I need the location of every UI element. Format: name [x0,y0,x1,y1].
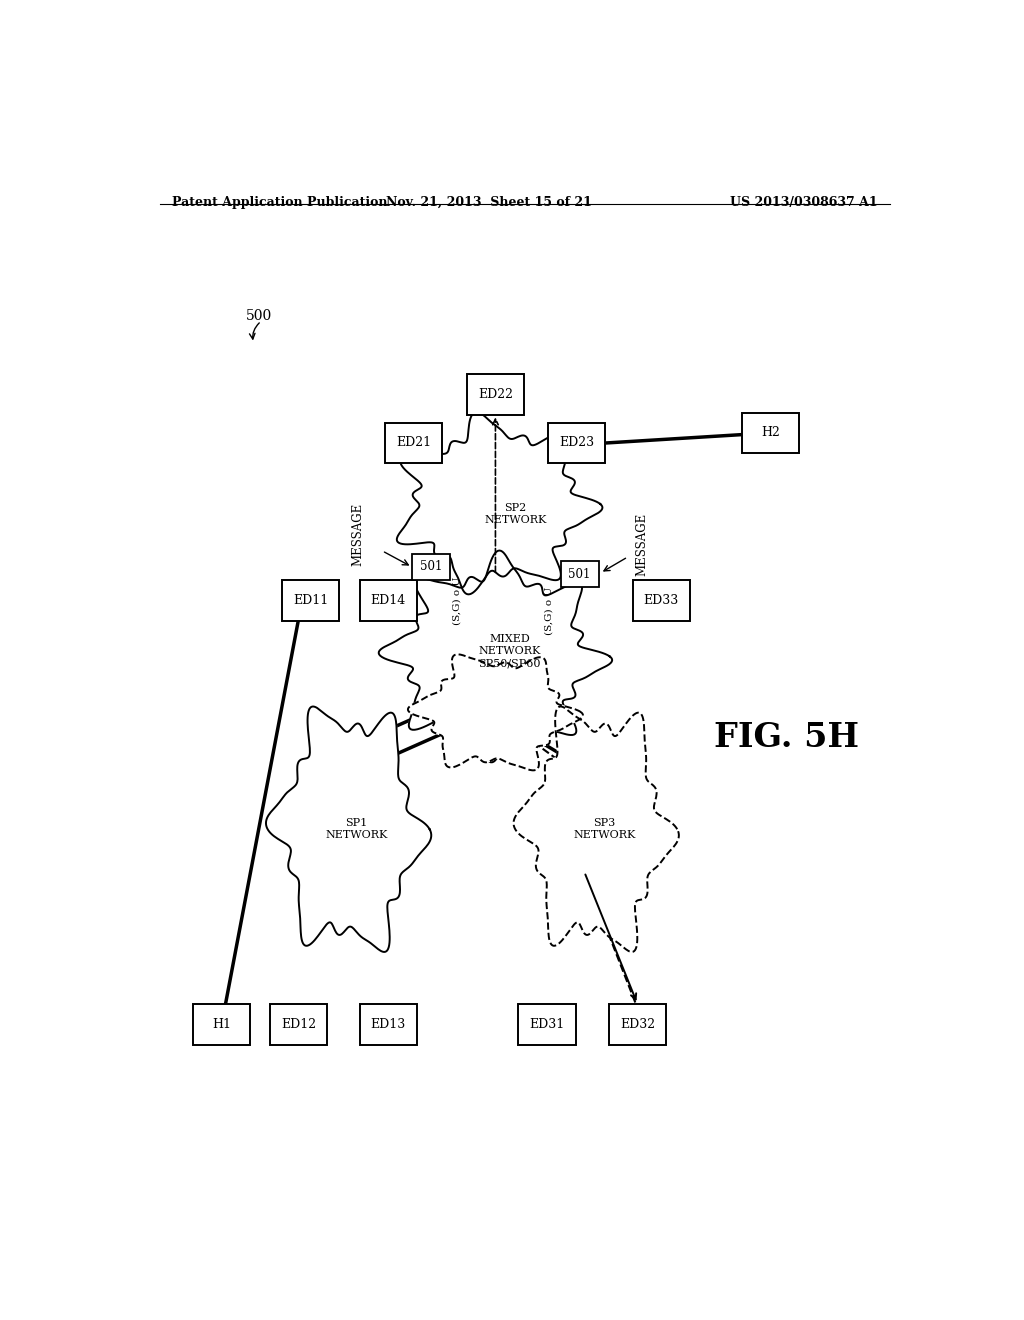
Text: ED14: ED14 [371,594,406,607]
Text: 500: 500 [246,309,271,323]
Text: SP1
NETWORK: SP1 NETWORK [326,818,388,841]
Text: ED31: ED31 [529,1018,564,1031]
FancyBboxPatch shape [359,1005,417,1044]
Text: SP2
NETWORK: SP2 NETWORK [484,503,547,525]
Text: MIXED
NETWORK
SP50/SP60: MIXED NETWORK SP50/SP60 [478,634,541,669]
FancyBboxPatch shape [518,1005,575,1044]
Text: 501: 501 [420,561,442,573]
Text: SP3
NETWORK: SP3 NETWORK [573,818,635,841]
Text: ED22: ED22 [478,388,513,401]
Polygon shape [397,412,602,594]
Text: ED23: ED23 [559,437,594,450]
Text: US 2013/0308637 A1: US 2013/0308637 A1 [730,195,878,209]
Polygon shape [408,655,583,771]
FancyBboxPatch shape [609,1005,666,1044]
Text: H1: H1 [212,1018,231,1031]
FancyBboxPatch shape [194,1005,250,1044]
FancyBboxPatch shape [633,581,690,620]
Text: MESSAGE: MESSAGE [351,503,365,566]
Text: FIG. 5H: FIG. 5H [714,721,859,754]
Text: 501: 501 [568,568,591,581]
FancyBboxPatch shape [282,581,339,620]
Text: Nov. 21, 2013  Sheet 15 of 21: Nov. 21, 2013 Sheet 15 of 21 [386,195,592,209]
FancyBboxPatch shape [270,1005,328,1044]
Text: MESSAGE: MESSAGE [636,513,649,577]
Polygon shape [514,706,679,952]
Text: ED32: ED32 [620,1018,655,1031]
Text: ED21: ED21 [396,437,431,450]
Text: ED33: ED33 [644,594,679,607]
FancyBboxPatch shape [385,422,442,463]
Text: Patent Application Publication: Patent Application Publication [172,195,387,209]
Text: ED11: ED11 [293,594,328,607]
Text: ED13: ED13 [371,1018,406,1031]
Text: ED12: ED12 [281,1018,316,1031]
FancyBboxPatch shape [742,412,800,453]
FancyBboxPatch shape [560,561,599,587]
Text: H2: H2 [762,426,780,440]
FancyBboxPatch shape [359,581,417,620]
FancyBboxPatch shape [412,554,451,581]
Text: (S,G) o U: (S,G) o U [544,586,553,635]
Polygon shape [379,550,612,762]
FancyBboxPatch shape [467,374,524,414]
FancyBboxPatch shape [548,422,605,463]
Polygon shape [266,706,431,952]
Text: (S,G) o U: (S,G) o U [453,577,462,624]
